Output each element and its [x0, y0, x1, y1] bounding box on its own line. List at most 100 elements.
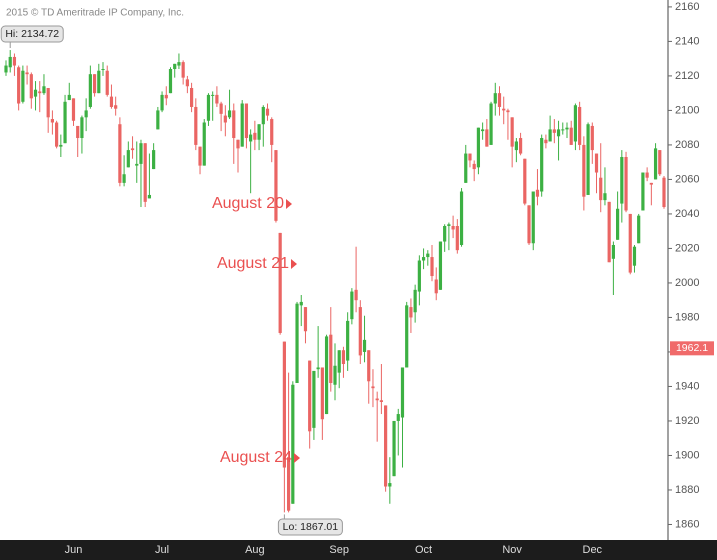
y-tick-label: 2020: [675, 242, 699, 254]
candle-body: [616, 208, 620, 240]
candle-body: [33, 89, 38, 97]
candle-body: [586, 124, 590, 195]
candle-body: [594, 153, 599, 173]
candle-body: [476, 127, 481, 168]
last-price-label: 1962.1: [676, 342, 708, 354]
candle-body: [126, 150, 130, 168]
candle-body: [282, 341, 286, 468]
candle-body: [451, 226, 455, 230]
candle-body: [396, 414, 400, 421]
candle-body: [341, 350, 346, 365]
x-tick-label: Aug: [245, 544, 265, 556]
candle-body: [173, 63, 177, 70]
candle-body: [535, 189, 540, 197]
candle-body: [139, 143, 143, 164]
x-tick-label: Sep: [329, 544, 349, 556]
candle-body: [362, 339, 367, 352]
candle-body: [299, 301, 303, 306]
y-tick-label: 2000: [675, 277, 699, 289]
candle-body: [122, 174, 126, 183]
candle-body: [257, 124, 261, 140]
candle-body: [379, 400, 383, 402]
candle-body: [240, 103, 244, 147]
candle-body: [358, 307, 362, 356]
candle-body: [143, 143, 147, 202]
candle-body: [556, 129, 561, 137]
candle-body: [236, 139, 240, 149]
candle-body: [118, 124, 122, 183]
candle-body: [67, 94, 71, 101]
x-tick-label: Oct: [415, 544, 432, 556]
event-arrow: [291, 259, 297, 269]
candle-body: [590, 125, 594, 151]
candle-body: [527, 205, 531, 244]
copyright: 2015 © TD Ameritrade IP Company, Inc.: [6, 8, 184, 19]
candle-body: [206, 94, 211, 121]
x-axis-band: [0, 540, 717, 560]
candle-body: [658, 150, 662, 175]
candle-body: [329, 334, 333, 384]
candle-body: [493, 93, 497, 104]
candle-body: [55, 122, 59, 147]
candle-body: [607, 201, 611, 263]
candle-body: [164, 94, 168, 99]
candle-body: [464, 153, 468, 183]
candle-body: [514, 141, 518, 151]
high-label: Hi: 2134.72: [5, 28, 59, 40]
candle-body: [413, 289, 417, 313]
candle-body: [88, 74, 92, 107]
candle-body: [84, 110, 88, 118]
candle-body: [303, 307, 308, 332]
candle-body: [135, 163, 139, 166]
candle-body: [194, 106, 198, 145]
candle-body: [253, 132, 257, 140]
candle-body: [354, 289, 358, 301]
last-price-box: [670, 341, 714, 356]
y-tick-label: 2100: [675, 104, 699, 116]
candle-body: [80, 117, 84, 139]
candle-body: [71, 98, 76, 121]
candle-body: [569, 127, 573, 145]
y-tick-label: 2120: [675, 70, 699, 82]
candle-body: [443, 226, 447, 242]
candle-body: [97, 70, 101, 94]
candle-body: [333, 365, 337, 385]
candle-body: [202, 122, 206, 166]
candle-body: [552, 129, 556, 133]
candle-body: [38, 91, 42, 94]
candle-body: [12, 56, 17, 66]
candle-body: [438, 241, 443, 290]
candle-body: [8, 56, 12, 68]
candle-body: [185, 79, 189, 87]
candle-body: [181, 62, 185, 78]
candle-body: [603, 193, 607, 201]
candle-body: [287, 457, 291, 511]
y-tick-label: 2080: [675, 139, 699, 151]
candle-body: [105, 70, 109, 95]
candle-body: [130, 148, 135, 151]
candle-body: [459, 191, 464, 245]
candle-body: [147, 194, 152, 199]
candle-body: [573, 105, 578, 142]
candle-body: [388, 483, 392, 487]
candle-body: [25, 72, 29, 75]
event-arrow: [286, 199, 292, 209]
candle-body: [371, 386, 375, 389]
candle-body: [637, 215, 641, 244]
candle-body: [17, 67, 21, 104]
candle-body: [59, 144, 63, 147]
candle-body: [114, 105, 118, 109]
candle-body: [211, 94, 215, 96]
candle-body: [63, 101, 67, 144]
candle-body: [497, 93, 502, 107]
candle-body: [50, 119, 54, 123]
candle-body: [447, 224, 451, 227]
x-tick-label: Jun: [65, 544, 83, 556]
candle-body: [177, 62, 181, 66]
candle-body: [485, 129, 489, 147]
candle-body: [434, 279, 438, 294]
candle-body: [409, 307, 413, 318]
candle-body: [502, 108, 506, 111]
candle-body: [215, 94, 219, 104]
candle-body: [244, 103, 249, 139]
